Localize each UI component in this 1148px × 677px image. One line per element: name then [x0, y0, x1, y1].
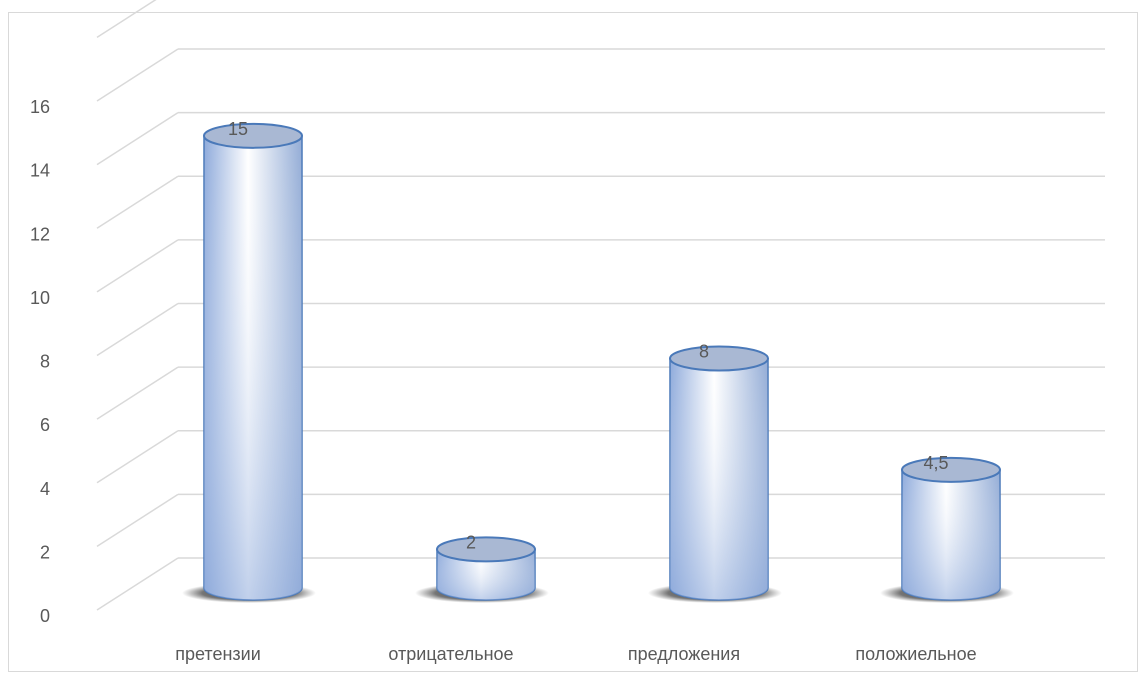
y-tick-label: 8 — [40, 352, 50, 372]
bar-body-shade — [437, 549, 535, 600]
bar-4 — [880, 456, 1014, 603]
gridline-side — [96, 111, 179, 166]
data-label: 8 — [699, 342, 709, 362]
bar-2 — [415, 536, 549, 603]
bar-top-cap — [203, 122, 303, 149]
category-label: претензии — [175, 644, 261, 664]
labels-layer: 15 претензии 2 отрицательное 8 предложения 4,5… — [175, 119, 976, 664]
gridline-side — [96, 366, 179, 420]
bar-top-cap — [436, 536, 536, 563]
bar-body-shade — [670, 358, 768, 600]
gridline-side — [96, 239, 179, 293]
data-label: 2 — [466, 532, 476, 552]
category-label: отрицательное — [388, 644, 513, 664]
gridline-side — [96, 302, 179, 357]
gridline-side — [96, 557, 179, 611]
bar-1 — [182, 122, 316, 603]
bar-body-shade — [204, 135, 302, 600]
y-tick-label: 4 — [40, 479, 50, 499]
gridline-side — [96, 48, 179, 102]
bar-top-cap — [669, 345, 769, 372]
gridline-side — [96, 430, 179, 484]
y-tick-label: 6 — [40, 415, 50, 435]
gridline-side — [96, 493, 179, 548]
y-axis-ticks: 0 2 4 6 8 10 12 14 16 — [30, 97, 50, 626]
bars-layer — [182, 122, 1014, 603]
category-label: предложения — [628, 644, 740, 664]
bar-body-shade — [902, 469, 1000, 600]
category-label: положиельное — [855, 644, 976, 664]
gridline-side — [96, 0, 157, 39]
y-tick-label: 10 — [30, 288, 50, 308]
y-tick-label: 12 — [30, 224, 50, 244]
data-label: 4,5 — [923, 453, 948, 473]
bar-top-cap — [901, 456, 1001, 483]
y-tick-label: 0 — [40, 606, 50, 626]
gridline-side — [96, 175, 179, 229]
y-tick-label: 2 — [40, 542, 50, 562]
bar-3 — [648, 345, 782, 603]
y-tick-label: 16 — [30, 97, 50, 117]
y-tick-label: 14 — [30, 161, 50, 181]
data-label: 15 — [228, 119, 248, 139]
